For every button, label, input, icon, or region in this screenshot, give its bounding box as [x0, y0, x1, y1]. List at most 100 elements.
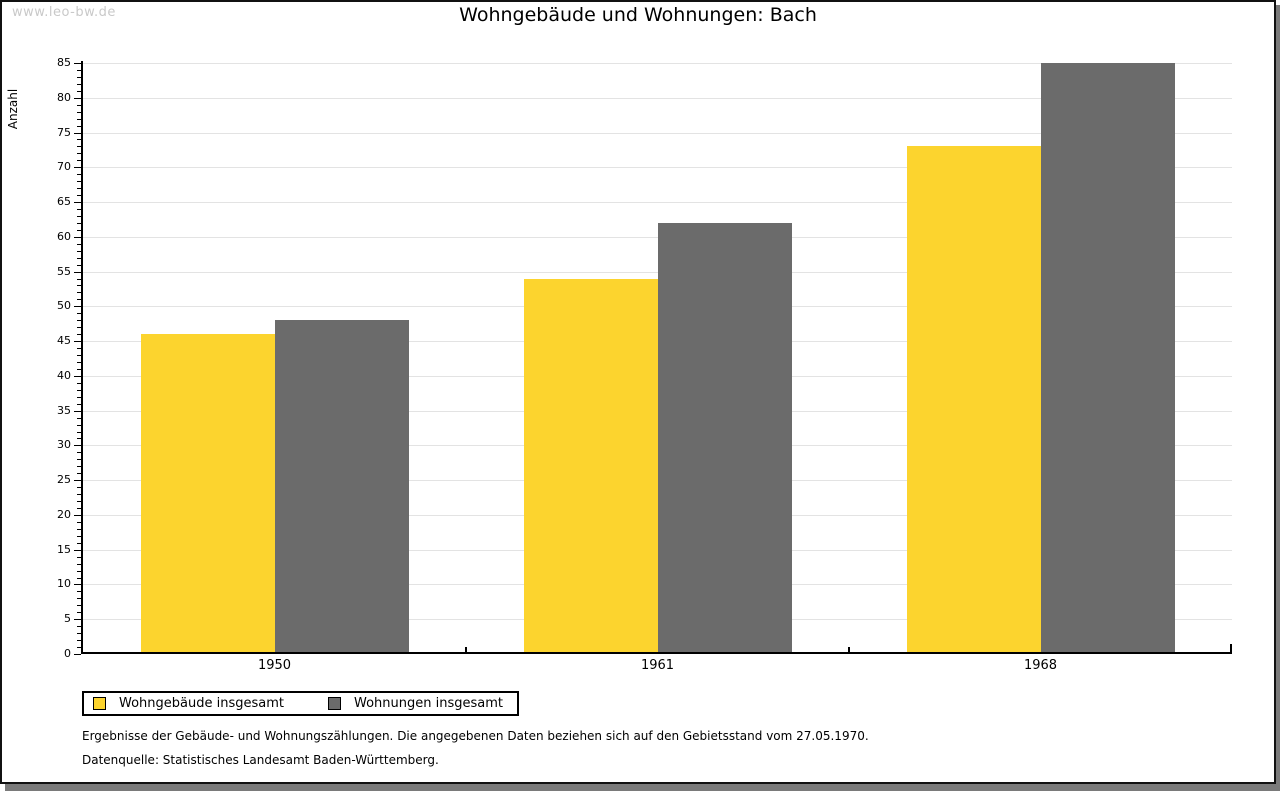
y-tick-label-25: 25	[57, 473, 71, 487]
y-major-tick-40	[74, 375, 81, 377]
y-minor-tick-7	[77, 605, 81, 607]
y-minor-tick-51	[77, 299, 81, 301]
legend-label-wohnungen: Wohnungen insgesamt	[354, 696, 503, 711]
y-axis-line	[81, 61, 83, 654]
y-minor-tick-48	[77, 320, 81, 322]
y-minor-tick-44	[77, 348, 81, 350]
y-minor-tick-26	[77, 473, 81, 475]
y-minor-tick-42	[77, 361, 81, 363]
y-major-tick-70	[74, 167, 81, 169]
y-major-tick-55	[74, 271, 81, 273]
y-minor-tick-77	[77, 118, 81, 120]
y-minor-tick-11	[77, 577, 81, 579]
y-minor-tick-36	[77, 403, 81, 405]
y-minor-tick-8	[77, 598, 81, 600]
y-minor-tick-27	[77, 466, 81, 468]
y-minor-tick-43	[77, 355, 81, 357]
y-minor-tick-57	[77, 257, 81, 259]
y-tick-label-35: 35	[57, 403, 71, 417]
y-minor-tick-56	[77, 264, 81, 266]
y-major-tick-45	[74, 341, 81, 343]
legend: Wohngebäude insgesamt Wohnungen insgesam…	[82, 691, 519, 716]
y-minor-tick-79	[77, 104, 81, 106]
y-minor-tick-17	[77, 535, 81, 537]
x-boundary-tick-1	[465, 647, 467, 652]
watermark: www.leo-bw.de	[12, 5, 116, 20]
plot-area: 0 5 10 15 20 25 30 35 40 45 50 55 60 65 70 75 80 85 1950 1…	[57, 56, 1232, 673]
legend-swatch-wohngebaeude	[93, 697, 106, 710]
y-minor-tick-39	[77, 382, 81, 384]
y-minor-tick-28	[77, 459, 81, 461]
y-tick-label-40: 40	[57, 368, 71, 382]
y-tick-label-70: 70	[57, 160, 71, 174]
y-minor-tick-31	[77, 438, 81, 440]
y-tick-label-85: 85	[57, 56, 71, 69]
y-minor-tick-83	[77, 76, 81, 78]
y-tick-label-30: 30	[57, 438, 71, 452]
chart-title: Wohngebäude und Wohnungen: Bach	[459, 4, 817, 26]
bar-1961-series-1	[657, 222, 792, 652]
y-tick-label-15: 15	[57, 542, 71, 556]
y-minor-tick-1	[77, 647, 81, 649]
grid-line-80	[83, 97, 1232, 99]
y-tick-label-0: 0	[64, 647, 71, 660]
y-minor-tick-81	[77, 90, 81, 92]
bar-1968-series-1	[1040, 63, 1175, 652]
y-tick-label-55: 55	[57, 264, 71, 278]
legend-label-wohngebaeude: Wohngebäude insgesamt	[119, 696, 284, 711]
y-tick-label-50: 50	[57, 299, 71, 313]
y-minor-tick-82	[77, 83, 81, 85]
y-axis-title: Anzahl	[6, 88, 20, 130]
y-minor-tick-47	[77, 327, 81, 329]
y-minor-tick-38	[77, 389, 81, 391]
bar-1968-series-0	[906, 146, 1041, 652]
grid-line-70	[83, 167, 1232, 169]
y-tick-label-80: 80	[57, 90, 71, 104]
y-minor-tick-76	[77, 125, 81, 127]
y-minor-tick-74	[77, 139, 81, 141]
x-boundary-tick-2	[848, 647, 850, 652]
y-minor-tick-49	[77, 313, 81, 315]
y-minor-tick-72	[77, 153, 81, 155]
y-tick-label-75: 75	[57, 125, 71, 139]
y-minor-tick-64	[77, 209, 81, 210]
y-minor-tick-67	[77, 188, 81, 190]
page-shadow-bottom	[5, 784, 1280, 791]
y-minor-tick-41	[77, 368, 81, 370]
grid-line-75	[83, 132, 1232, 134]
y-major-tick-80	[74, 97, 81, 99]
y-minor-tick-59	[77, 243, 81, 245]
y-minor-tick-32	[77, 431, 81, 433]
y-minor-tick-9	[77, 591, 81, 593]
bar-1950-series-1	[274, 320, 409, 652]
x-tick-label-1968: 1968	[1023, 658, 1058, 673]
y-minor-tick-21	[77, 507, 81, 509]
y-tick-label-65: 65	[57, 195, 71, 209]
footnote-gebietsstand: Ergebnisse der Gebäude- und Wohnungszähl…	[82, 729, 869, 743]
y-tick-label-45: 45	[57, 334, 71, 348]
y-minor-tick-3	[77, 633, 81, 635]
legend-swatch-wohnungen	[328, 697, 341, 710]
y-minor-tick-78	[77, 111, 81, 113]
y-major-tick-10	[74, 584, 81, 586]
y-minor-tick-16	[77, 542, 81, 544]
y-minor-tick-71	[77, 160, 81, 162]
y-minor-tick-84	[77, 69, 81, 71]
y-major-tick-75	[74, 132, 81, 134]
y-minor-tick-19	[77, 521, 81, 523]
y-major-tick-5	[74, 619, 81, 621]
y-minor-tick-46	[77, 334, 81, 336]
y-minor-tick-34	[77, 417, 81, 419]
y-major-tick-50	[74, 306, 81, 308]
y-major-tick-0	[74, 654, 81, 655]
bar-1961-series-0	[523, 278, 658, 652]
y-minor-tick-29	[77, 452, 81, 454]
y-minor-tick-52	[77, 292, 81, 294]
y-minor-tick-68	[77, 181, 81, 183]
y-minor-tick-4	[77, 626, 81, 628]
y-minor-tick-63	[77, 215, 81, 217]
grid-line-85	[83, 63, 1232, 64]
x-axis-end-tick	[1230, 644, 1232, 652]
y-major-tick-20	[74, 514, 81, 516]
